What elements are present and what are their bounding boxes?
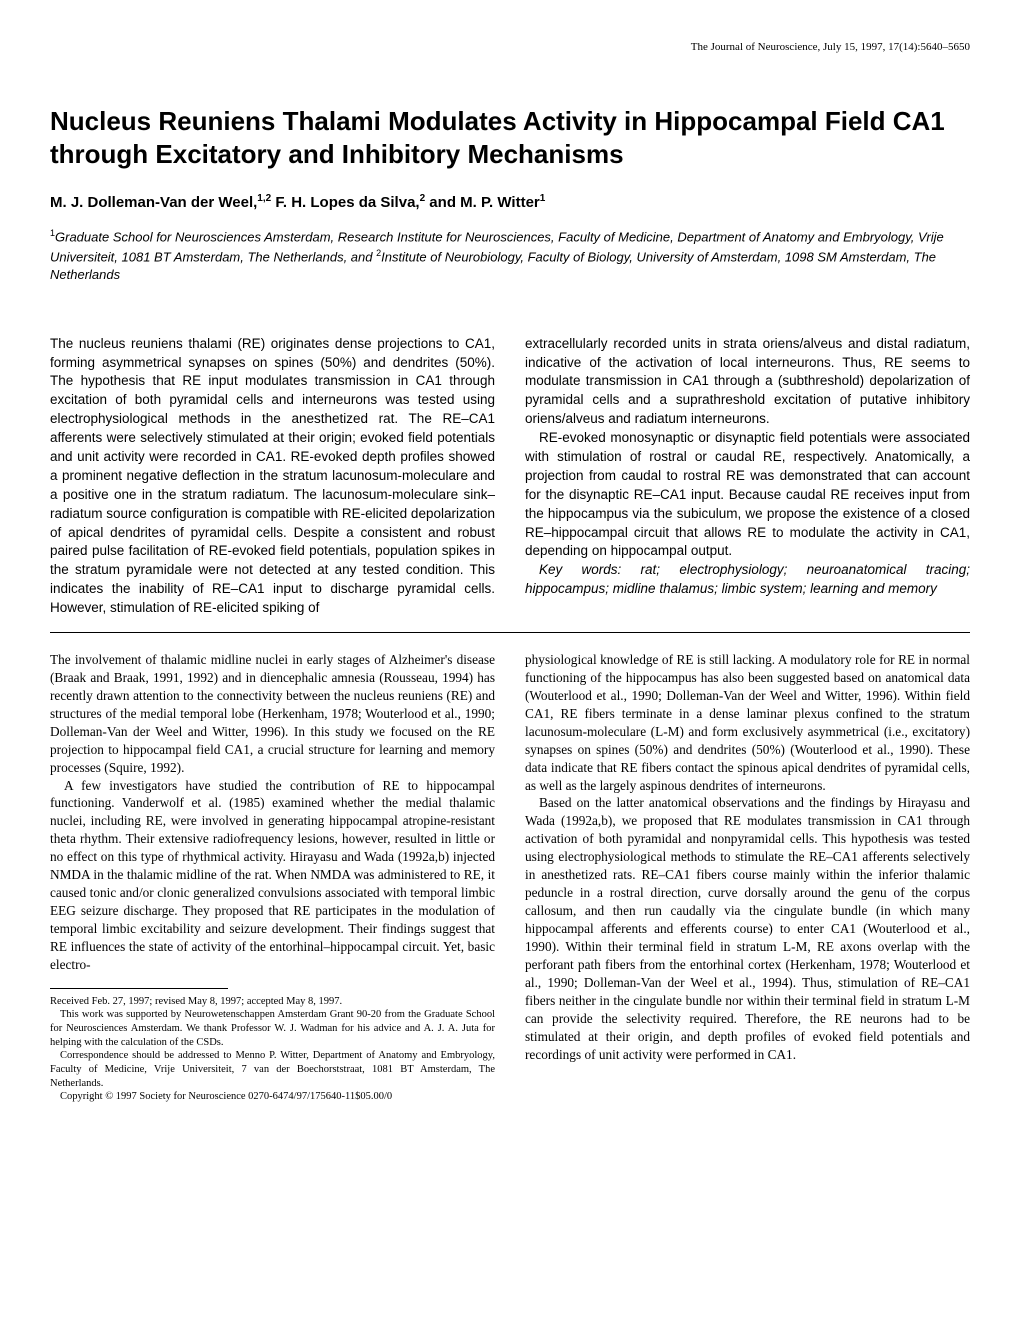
footnote-received: Received Feb. 27, 1997; revised May 8, 1… [50, 995, 495, 1009]
authors: M. J. Dolleman-Van der Weel,1,2 F. H. Lo… [50, 192, 970, 213]
abstract-keywords: Key words: rat; electrophysiology; neuro… [525, 561, 970, 599]
article-title: Nucleus Reuniens Thalami Modulates Activ… [50, 105, 970, 170]
article-body: The involvement of thalamic midline nucl… [50, 651, 970, 1104]
abstract-paragraph: The nucleus reuniens thalami (RE) origin… [50, 335, 495, 618]
abstract-left-column: The nucleus reuniens thalami (RE) origin… [50, 335, 495, 618]
section-divider [50, 632, 970, 633]
body-paragraph: A few investigators have studied the con… [50, 777, 495, 974]
abstract-paragraph: extracellularly recorded units in strata… [525, 335, 970, 429]
footnote-copyright: Copyright © 1997 Society for Neuroscienc… [50, 1090, 495, 1104]
footnotes: Received Feb. 27, 1997; revised May 8, 1… [50, 995, 495, 1104]
journal-header: The Journal of Neuroscience, July 15, 19… [50, 40, 970, 55]
footnote-funding: This work was supported by Neurowetensch… [50, 1008, 495, 1049]
body-paragraph: The involvement of thalamic midline nucl… [50, 651, 495, 777]
body-right-column: physiological knowledge of RE is still l… [525, 651, 970, 1104]
body-paragraph: physiological knowledge of RE is still l… [525, 651, 970, 795]
abstract-right-column: extracellularly recorded units in strata… [525, 335, 970, 618]
abstract-paragraph: RE-evoked monosynaptic or disynaptic fie… [525, 429, 970, 561]
affiliations: 1Graduate School for Neurosciences Amste… [50, 227, 970, 284]
footnotes-divider [50, 988, 228, 989]
footnote-correspondence: Correspondence should be addressed to Me… [50, 1049, 495, 1090]
abstract: The nucleus reuniens thalami (RE) origin… [50, 335, 970, 618]
body-paragraph: Based on the latter anatomical observati… [525, 794, 970, 1063]
body-left-column: The involvement of thalamic midline nucl… [50, 651, 495, 1104]
